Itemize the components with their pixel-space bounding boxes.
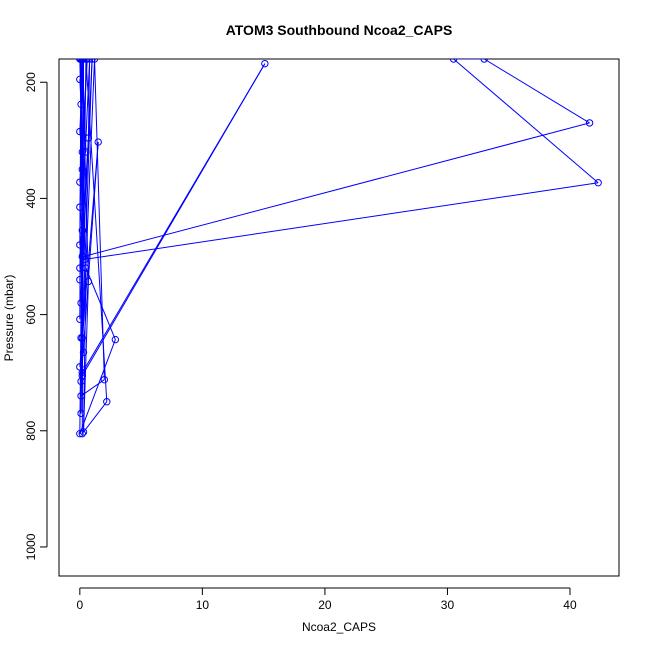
data-point (79, 252, 88, 261)
data-point (76, 203, 84, 211)
series-segment (84, 182, 599, 260)
series-segment (81, 59, 93, 338)
x-tick-label: 40 (563, 598, 577, 612)
series-segment (453, 59, 599, 184)
y-tick-label: 1000 (24, 533, 38, 560)
data-point (77, 334, 85, 342)
y-tick-label: 200 (24, 72, 38, 92)
series-segment (81, 63, 266, 376)
series-segment (85, 59, 108, 402)
data-point (100, 375, 109, 384)
data-point (79, 348, 88, 357)
x-tick-label: 20 (318, 598, 332, 612)
data-point (85, 59, 94, 63)
y-axis-label: Pressure (mbar) (2, 275, 16, 362)
data-point (94, 138, 102, 146)
data-point (77, 409, 85, 418)
data-point (77, 100, 85, 109)
data-point (84, 134, 93, 142)
data-point (76, 429, 84, 438)
x-tick-label: 10 (196, 598, 210, 612)
series-segment (81, 59, 86, 260)
series-segment (483, 59, 590, 124)
series-segment (80, 59, 96, 382)
y-tick-label: 400 (24, 188, 38, 208)
series-segment (94, 59, 105, 380)
data-point (78, 368, 86, 377)
data-point (82, 148, 90, 156)
data-point (78, 226, 86, 235)
y-tick-label: 800 (24, 420, 38, 440)
data-point (78, 429, 86, 438)
data-point (78, 371, 86, 380)
plot-area (76, 59, 602, 438)
x-axis-label: Ncoa2_CAPS (302, 620, 376, 634)
data-point (77, 59, 85, 63)
y-axis: 200 400 600 800 1000 (24, 72, 48, 560)
data-point (585, 119, 594, 127)
series-segment (79, 339, 116, 434)
data-point (84, 277, 93, 286)
data-point (76, 127, 84, 136)
data-point (82, 59, 90, 63)
data-point (77, 392, 85, 400)
y-tick-label: 600 (24, 304, 38, 324)
series-segment (83, 122, 590, 257)
series-segment (79, 59, 82, 320)
data-point (78, 165, 86, 174)
data-point (76, 75, 84, 84)
series-segment (81, 401, 108, 434)
data-point (261, 59, 269, 68)
chart-title: ATOM3 Southbound Ncoa2_CAPS (226, 22, 453, 38)
series-segment (83, 281, 89, 432)
data-point (88, 59, 96, 63)
data-point (480, 59, 488, 63)
data-point (103, 398, 111, 406)
data-point (111, 335, 120, 344)
x-tick-label: 30 (441, 598, 455, 612)
data-point (78, 148, 86, 156)
data-point (90, 59, 99, 63)
series-segment (80, 142, 99, 382)
plot-frame (58, 58, 620, 577)
data-point (449, 59, 458, 63)
data-point (76, 315, 84, 323)
x-axis: 0 10 20 30 40 (76, 587, 577, 612)
data-point (79, 428, 88, 436)
data-point (594, 179, 602, 187)
data-point (77, 299, 85, 307)
data-point (76, 276, 84, 284)
data-point (76, 241, 84, 249)
data-point (76, 178, 84, 186)
data-point (82, 264, 90, 272)
x-tick-label: 0 (76, 598, 83, 612)
